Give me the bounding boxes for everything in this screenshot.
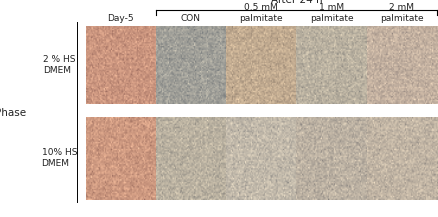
Text: 2 % HS
DMEM: 2 % HS DMEM bbox=[43, 55, 75, 75]
Text: 1 mM
palmitate: 1 mM palmitate bbox=[309, 3, 353, 23]
Text: Phase: Phase bbox=[0, 108, 26, 118]
Text: Day-5: Day-5 bbox=[107, 14, 134, 23]
Text: 0.5 mM
palmitate: 0.5 mM palmitate bbox=[239, 3, 283, 23]
Text: 10% HS
DMEM: 10% HS DMEM bbox=[42, 148, 77, 168]
Text: CON: CON bbox=[180, 14, 201, 23]
Text: After 24 h: After 24 h bbox=[270, 0, 321, 5]
Text: 2 mM
palmitate: 2 mM palmitate bbox=[379, 3, 423, 23]
